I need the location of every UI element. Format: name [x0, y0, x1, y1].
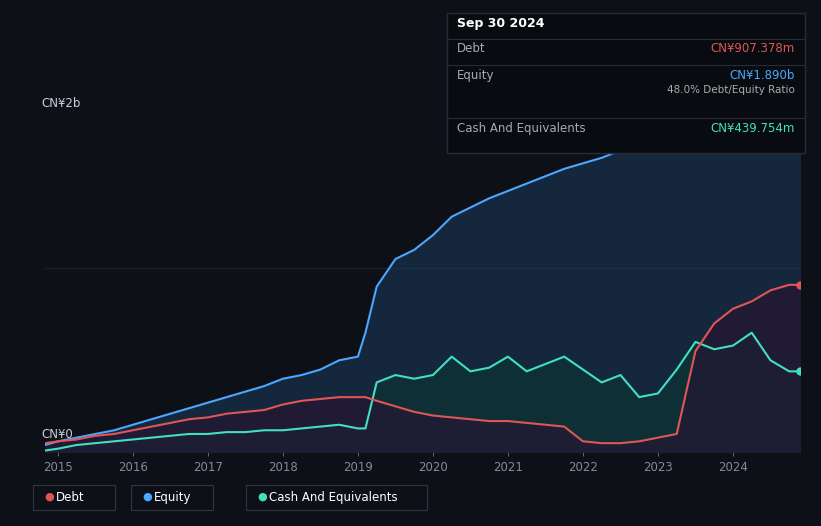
Text: Debt: Debt — [56, 491, 85, 503]
Text: ●: ● — [258, 492, 268, 502]
Text: CN¥0: CN¥0 — [41, 428, 73, 441]
Text: Cash And Equivalents: Cash And Equivalents — [269, 491, 398, 503]
Text: CN¥2b: CN¥2b — [41, 97, 80, 110]
Text: 48.0% Debt/Equity Ratio: 48.0% Debt/Equity Ratio — [667, 85, 795, 95]
Text: Equity: Equity — [154, 491, 192, 503]
Text: Sep 30 2024: Sep 30 2024 — [457, 17, 545, 31]
Text: Equity: Equity — [457, 69, 495, 82]
Text: ●: ● — [44, 492, 54, 502]
Text: ●: ● — [143, 492, 153, 502]
Text: CN¥1.890b: CN¥1.890b — [729, 69, 795, 82]
Text: Cash And Equivalents: Cash And Equivalents — [457, 122, 586, 135]
Text: Debt: Debt — [457, 43, 486, 55]
Text: CN¥907.378m: CN¥907.378m — [710, 43, 795, 55]
Text: CN¥439.754m: CN¥439.754m — [710, 122, 795, 135]
